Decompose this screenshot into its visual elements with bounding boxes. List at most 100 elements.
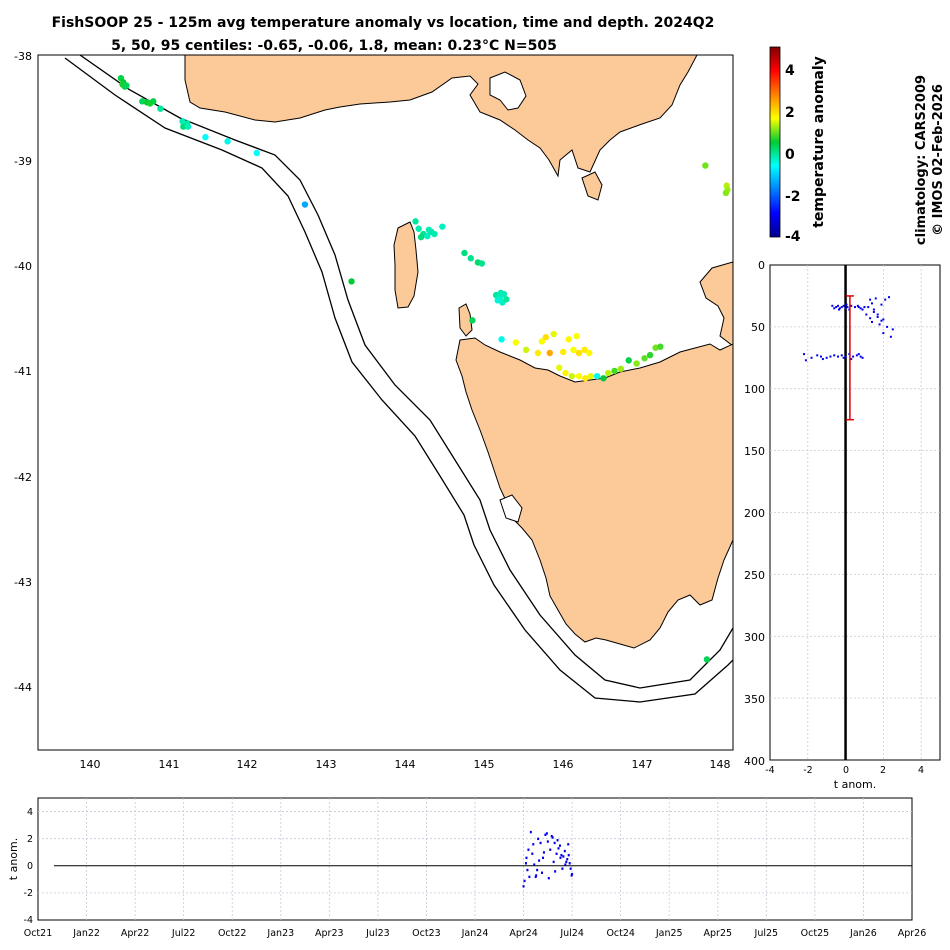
map-data-point: [224, 138, 231, 145]
map-x-tick: 140: [80, 758, 101, 771]
time-data-point: [531, 852, 534, 855]
time-y-tick: 2: [27, 834, 33, 845]
map-y-tick: -44: [14, 681, 32, 694]
time-data-point: [547, 876, 550, 880]
map-data-point: [534, 349, 542, 357]
depth-data-point: [831, 304, 834, 307]
port-phillip-bay: [489, 71, 527, 111]
map-data-point: [512, 339, 520, 346]
map-x-tick: 148: [710, 758, 731, 771]
depth-data-point: [821, 358, 824, 361]
map-data-point: [425, 226, 433, 234]
time-data-point: [538, 859, 541, 862]
map-data-point: [522, 346, 530, 354]
map-data-point: [348, 278, 355, 285]
depth-data-point: [825, 356, 828, 359]
depth-data-point: [840, 306, 843, 309]
depth-data-point: [837, 304, 839, 307]
depth-data-point: [840, 354, 843, 357]
depth-y-tick: 0: [758, 259, 765, 272]
macquarie-harbour: [499, 494, 523, 523]
depth-x-label: t anom.: [834, 778, 876, 791]
time-data-point: [560, 853, 563, 857]
depth-x-tick: -4: [765, 765, 774, 776]
time-data-point: [564, 863, 567, 866]
colorbar-tick: 2: [785, 105, 795, 121]
time-data-point: [541, 871, 544, 874]
map-x-tick: 147: [632, 758, 653, 771]
time-x-tick: Oct23: [412, 928, 441, 939]
depth-data-point: [845, 303, 848, 306]
depth-y-tick: 350: [744, 693, 765, 706]
time-data-point: [526, 868, 529, 872]
time-data-point: [549, 848, 552, 851]
depth-data-point: [882, 332, 885, 335]
map-panel: 140 141 142 143 144 145 146 147 148 -38 …: [14, 50, 734, 771]
depth-data-point: [816, 354, 819, 357]
map-data-point: [573, 332, 580, 340]
time-y-tick: 4: [27, 807, 33, 818]
colorbar-tick: -4: [785, 229, 801, 245]
time-y-tick: 0: [27, 861, 33, 872]
time-data-point: [524, 862, 527, 865]
time-data-point: [537, 837, 540, 841]
time-x-ticks: Oct21 Jan22 Apr22 Jul22 Oct22 Jan23 Apr2…: [24, 928, 927, 939]
time-data-point: [553, 841, 556, 845]
time-data-point: [542, 851, 545, 854]
copyright-credit: © IMOS 02-Feb-2026: [931, 84, 946, 236]
map-data-point: [575, 372, 583, 380]
map-data-point: [546, 349, 553, 357]
depth-data-point: [874, 297, 877, 300]
depth-y-tick: 100: [744, 383, 765, 396]
time-data-point: [527, 848, 530, 851]
map-data-point: [575, 349, 583, 357]
time-data-point: [568, 862, 571, 865]
depth-y-tick: 300: [744, 631, 765, 644]
map-data-point: [703, 656, 711, 663]
depth-data-point: [833, 354, 836, 357]
depth-data-point: [838, 307, 841, 310]
time-data-point: [557, 847, 560, 850]
depth-x-tick: -2: [803, 765, 812, 776]
map-data-point: [415, 225, 422, 232]
map-y-tick: -42: [14, 471, 32, 484]
colorbar: 4 2 0 -2 -4 temperature anomaly: [769, 46, 827, 245]
map-x-tick: 142: [237, 758, 258, 771]
time-data-point: [558, 844, 561, 847]
map-data-point: [253, 149, 260, 157]
time-grid: [38, 798, 912, 920]
map-data-point: [439, 223, 446, 230]
time-data-point: [529, 830, 532, 834]
map-y-tick: -38: [14, 50, 32, 63]
map-data-point: [565, 336, 572, 343]
depth-data-point: [857, 353, 860, 356]
time-data-point: [571, 872, 574, 876]
depth-data-point: [810, 356, 813, 359]
map-data-point: [469, 317, 476, 324]
climatology-credit: climatology: CARS2009: [914, 75, 929, 245]
depth-y-tick: 400: [744, 755, 765, 768]
map-data-point: [417, 233, 425, 241]
colorbar-gradient: [769, 46, 781, 238]
map-data-point: [593, 372, 601, 380]
depth-data-point: [850, 358, 853, 361]
map-data-point: [424, 232, 431, 240]
colorbar-tick: 4: [785, 63, 795, 79]
depth-data-point: [854, 306, 856, 309]
depth-data-point: [842, 356, 845, 359]
depth-data-point: [856, 304, 859, 307]
depth-data-point: [863, 306, 866, 309]
depth-data-point: [859, 355, 862, 358]
map-data-point: [617, 365, 625, 373]
chart-title: FishSOOP 25 - 125m avg temperature anoma…: [52, 15, 715, 31]
depth-data-point: [882, 318, 885, 321]
colorbar-label: temperature anomaly: [811, 56, 827, 228]
map-data-point: [611, 367, 618, 375]
depth-points: [803, 295, 894, 421]
map-y-tick: -43: [14, 576, 32, 589]
time-data-point: [533, 863, 536, 866]
map-data-point: [568, 372, 576, 380]
depth-data-point: [889, 335, 892, 338]
time-data-point: [550, 834, 553, 838]
time-panel: t anom. 4 2 0 -2 -4 Oct21 Jan22 Apr22 Ju…: [7, 797, 927, 939]
